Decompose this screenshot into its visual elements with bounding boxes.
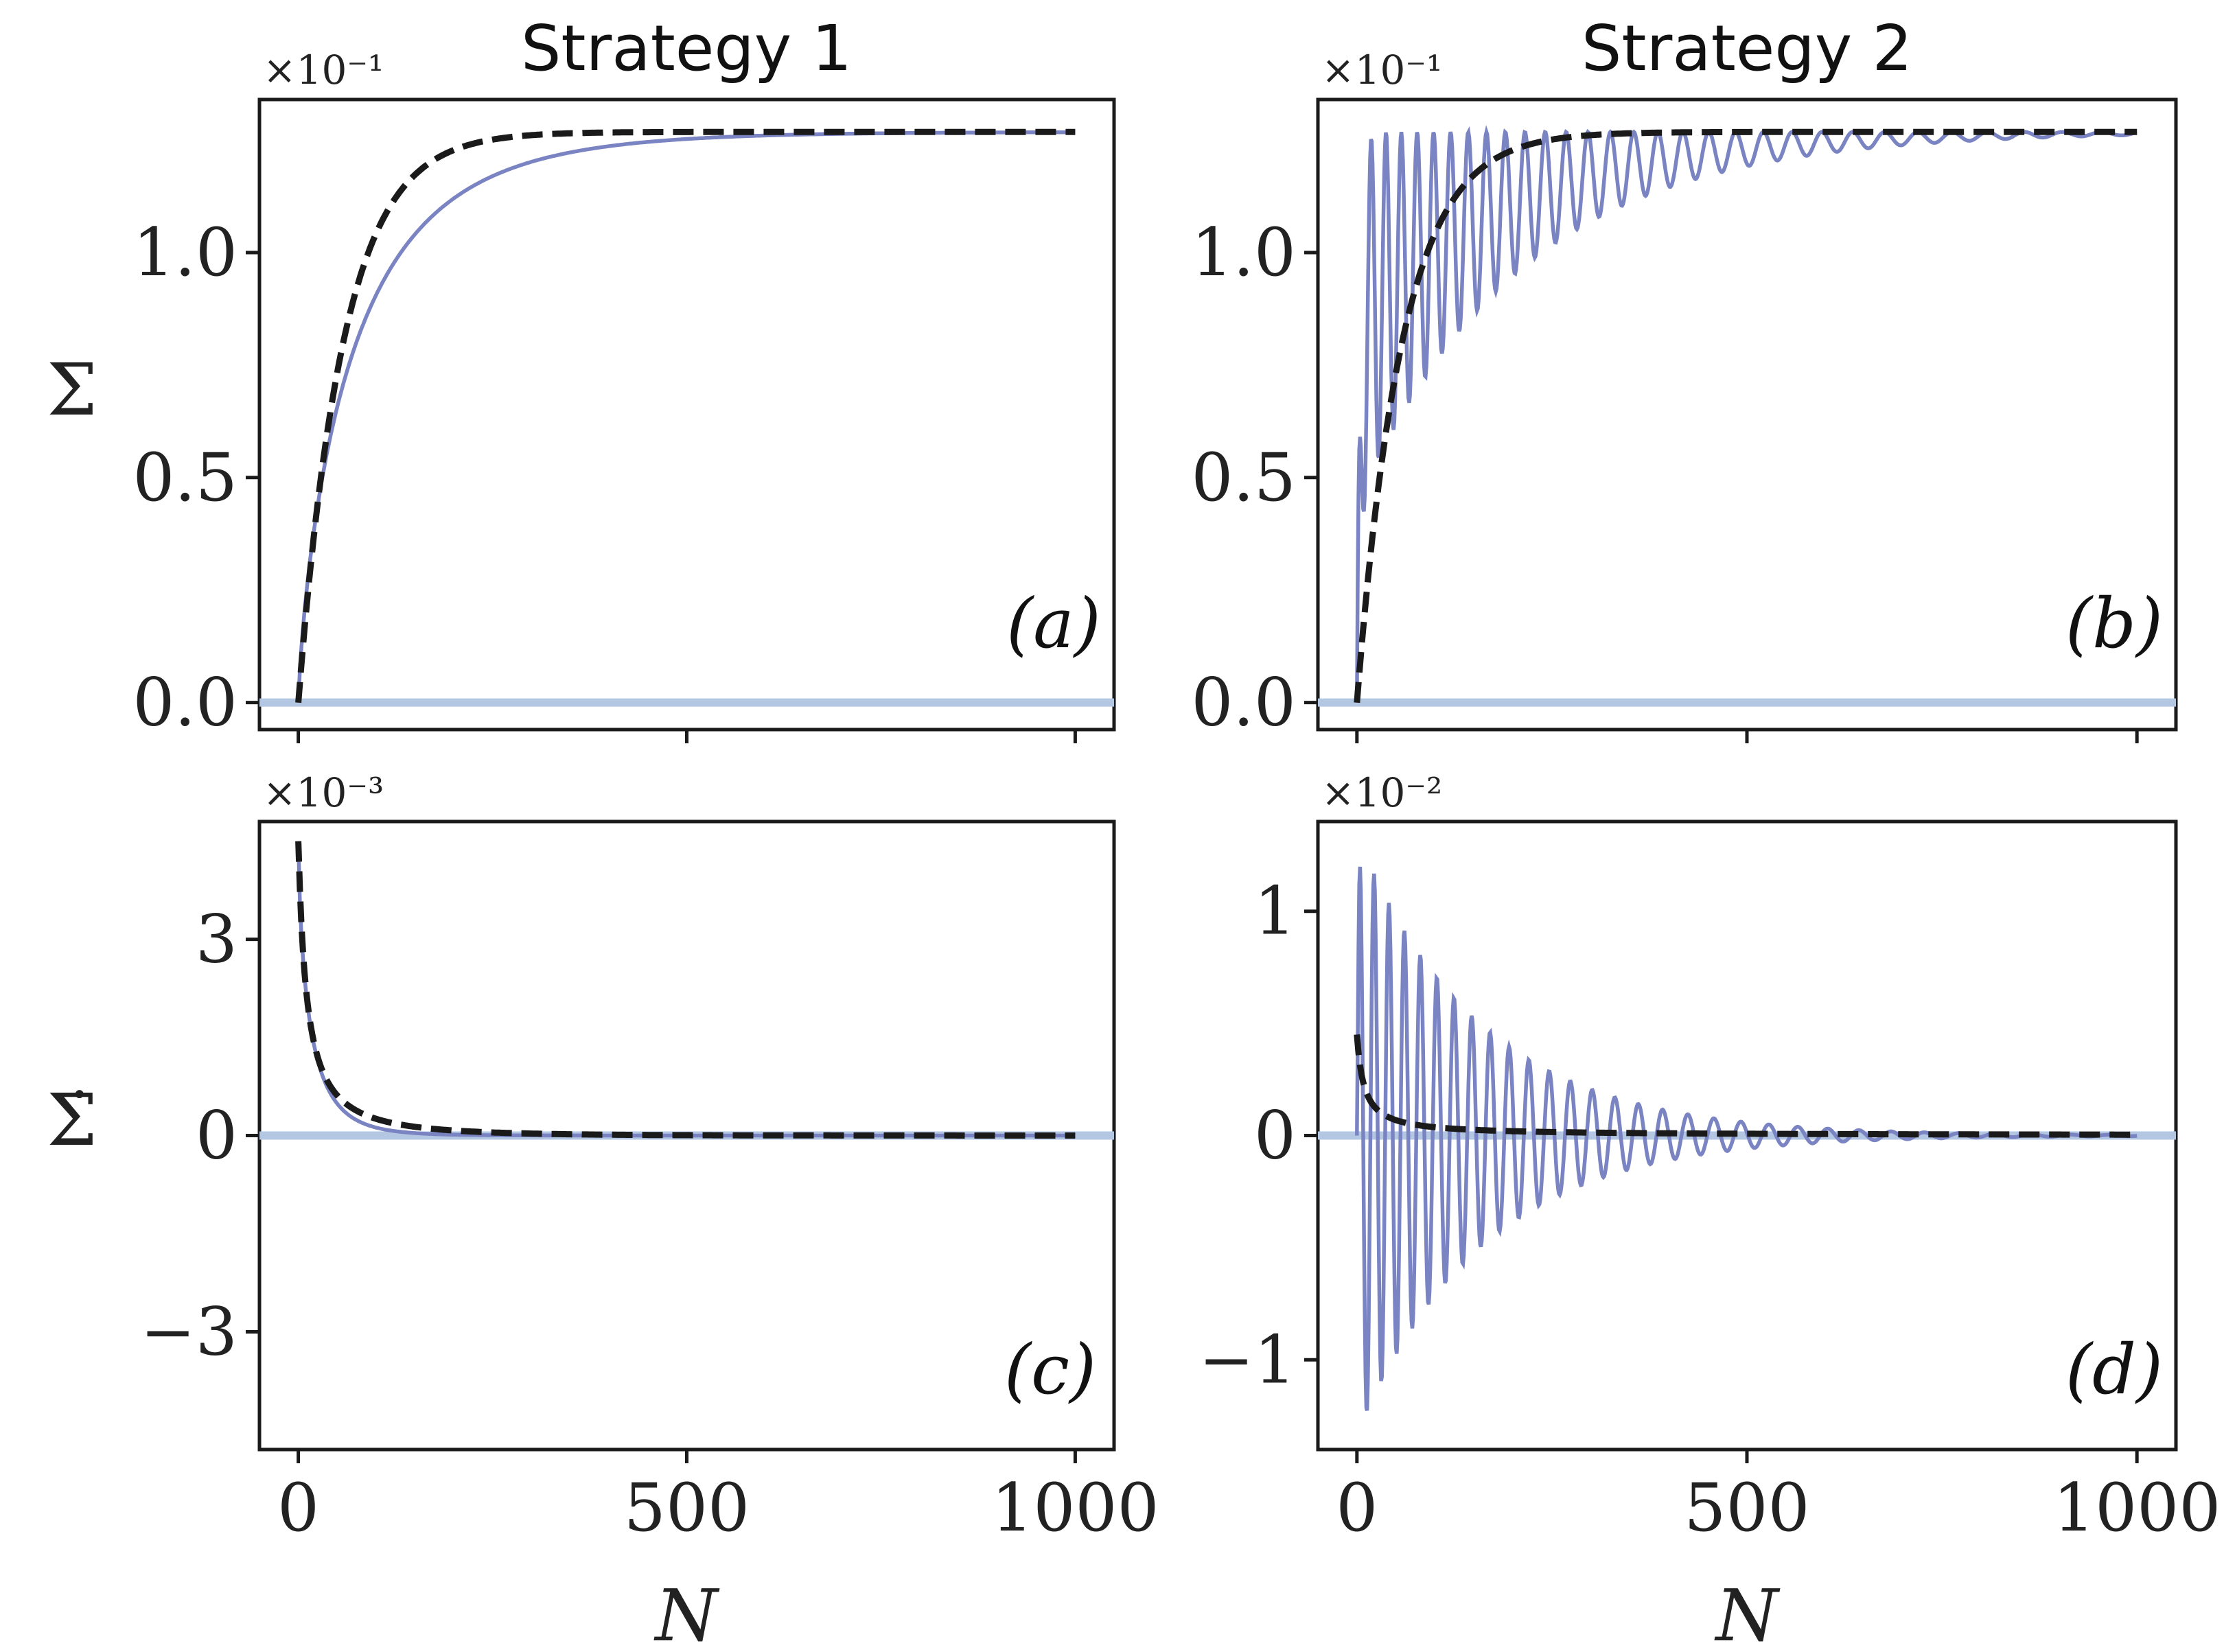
panel-d-series-approximation (1354, 1034, 2138, 1138)
panel-b-ytick-label: 0.5 (1191, 439, 1296, 516)
panel-c-ytick-label: 3 (196, 901, 238, 978)
panel-c-ytick-label: −3 (140, 1293, 238, 1370)
panel-b-title: Strategy 2 (1582, 12, 1912, 85)
panel-a-ytick-label: 0.0 (132, 664, 238, 741)
panel-d-ytick-label: 0 (1254, 1097, 1296, 1174)
panel-c-xtick-label: 500 (624, 1469, 750, 1546)
panel-b-ytick-label: 0.0 (1191, 664, 1296, 741)
panel-b-series-exact (1355, 125, 2138, 703)
panel-a-frame (257, 97, 1116, 732)
panel-b-scale-factor: ×10⁻¹ (1321, 47, 1442, 93)
panel-a-series-approximation (295, 128, 1076, 703)
panel-c-scale-factor: ×10⁻³ (263, 769, 384, 816)
panel-a-plot: 0.0 0.5 1.0 (132, 128, 1114, 743)
panel-a-ytick-label: 1.0 (132, 214, 238, 291)
panel-a-ytick-label: 0.5 (132, 439, 238, 516)
panel-b-label: (b) (2065, 583, 2163, 664)
panel-c-ylabel: Σ̇ (47, 1078, 97, 1162)
panel-d-xtick-label: 500 (1684, 1469, 1809, 1546)
panel-d-scale-factor: ×10⁻² (1321, 769, 1442, 816)
panel-c: ×10⁻³ (c) Σ̇ N (47, 769, 1116, 1652)
panel-a: Strategy 1 ×10⁻¹ (a) Σ (47, 12, 1116, 732)
panel-d-ytick-label: 1 (1254, 873, 1296, 950)
plot-layer: 0.0 0.5 1.0 0.0 0.5 1.0 0 500 1000 −3 0 3 0 500 1000 −1… (132, 125, 2221, 1546)
panel-c-xtick-label: 0 (277, 1469, 319, 1546)
panel-c-xtick-label: 1000 (991, 1469, 1159, 1546)
panel-b: Strategy 2 ×10⁻¹ (b) (1316, 12, 2178, 732)
panel-d-xtick-label: 1000 (2053, 1469, 2221, 1546)
panel-c-series-exact (296, 841, 1076, 1138)
panel-a-label: (a) (1006, 583, 1101, 664)
panel-c-label: (c) (1004, 1329, 1096, 1410)
panel-c-ytick-label: 0 (196, 1097, 238, 1174)
panel-b-series-approximation (1354, 128, 2138, 703)
panel-d-ytick-label: −1 (1198, 1321, 1296, 1398)
panel-a-series-exact (296, 130, 1076, 703)
panel-c-xlabel: N (653, 1574, 720, 1652)
panel-d-xlabel: N (1714, 1574, 1781, 1652)
panel-a-ylabel: Σ (47, 348, 97, 432)
panel-d-plot: 0 500 1000 −1 0 1 (1198, 866, 2221, 1546)
panel-c-series-approximation (295, 841, 1076, 1139)
panel-d-xtick-label: 0 (1336, 1469, 1378, 1546)
panel-a-title: Strategy 1 (521, 12, 852, 85)
panel-b-ytick-label: 1.0 (1191, 214, 1296, 291)
panel-a-scale-factor: ×10⁻¹ (263, 47, 384, 93)
panel-b-plot: 0.0 0.5 1.0 (1191, 125, 2176, 743)
panel-c-plot: 0 500 1000 −3 0 3 (140, 841, 1159, 1546)
panel-d-label: (d) (2065, 1329, 2163, 1410)
